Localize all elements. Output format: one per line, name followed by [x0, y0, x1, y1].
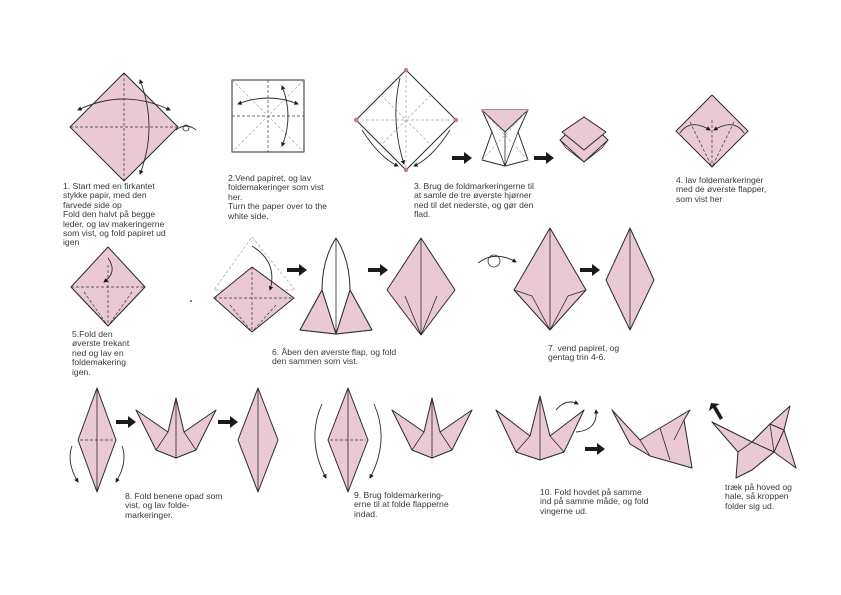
step-8-result [237, 387, 279, 493]
step-9-caption: 9. Brug foldemarkering- erne til at fold… [354, 490, 449, 519]
step-10-result [611, 409, 693, 469]
step-7-caption: 7. vend papiret, og gentag trin 4-6. [548, 343, 620, 363]
step-5-diagram [70, 246, 146, 327]
step-4-caption: 4. lav foldemarkeringer med de øverste f… [676, 175, 767, 204]
step-8-intermediate [135, 397, 217, 459]
step-6-diagram-a [213, 236, 296, 333]
step-10-caption: 10. Fold hovdet på samme ind på samme må… [540, 487, 649, 516]
arrow-8b [218, 416, 238, 428]
step-6-diagram-b [299, 237, 373, 335]
step-3-intermediate [481, 109, 529, 167]
arrow-6a [287, 264, 307, 276]
step-2-caption: 2.Vend papiret, og lav foldemakeringer s… [228, 173, 328, 221]
step-10-diagram [495, 395, 599, 461]
step-2-diagram [231, 79, 305, 153]
arrow-8a [116, 416, 136, 428]
step-5-caption: 5.Fold den øverste trekant ned og lav en… [72, 329, 130, 377]
step-7-diagram [513, 227, 587, 331]
turn-over-symbol-7 [477, 254, 517, 268]
step-9-diagram [314, 387, 382, 493]
step-4-diagram [675, 94, 749, 168]
step-3-diagram [353, 67, 459, 173]
arrow-10 [585, 443, 605, 455]
step-6-result [386, 237, 456, 336]
step-1-caption: 1. Start med en firkantet stykke papir, … [63, 181, 166, 248]
step-3-caption: 3. Brug de foldmarkeringerne til at saml… [414, 181, 534, 220]
arrow-3a [452, 152, 472, 164]
step-7-result [605, 227, 655, 331]
step-6-caption: 6. Åben den øverste flap, og fold den sa… [272, 347, 397, 367]
step-9-result [391, 397, 473, 459]
step-3-result [559, 116, 609, 163]
step-11-caption: træk på hoved og hale, så kroppen folder… [725, 482, 792, 511]
arrow-3b [534, 152, 554, 164]
turn-over-symbol [175, 124, 197, 132]
step-1-diagram [69, 72, 179, 182]
step-11-diagram [711, 405, 797, 479]
step-8-caption: 8. Fold benene opad som vist, og lav fol… [125, 491, 223, 520]
arrow-7 [580, 264, 600, 276]
arrow-6b [368, 264, 388, 276]
step-8-diagram [69, 387, 125, 493]
step-11-arrow [709, 403, 723, 420]
